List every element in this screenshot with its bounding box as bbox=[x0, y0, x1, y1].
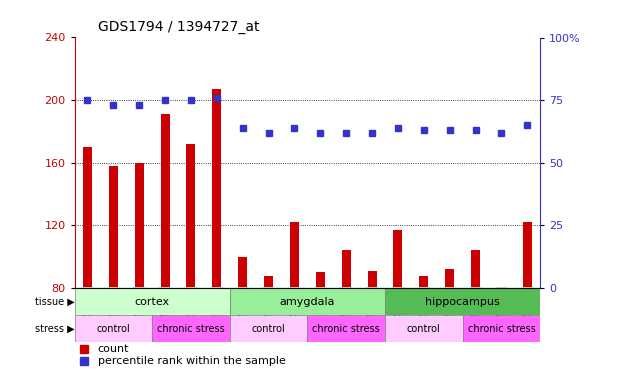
Bar bbox=[394, 230, 402, 288]
Text: GSM53305: GSM53305 bbox=[238, 288, 247, 333]
Bar bbox=[471, 251, 480, 288]
Bar bbox=[186, 144, 196, 288]
Text: control: control bbox=[252, 324, 286, 334]
Text: count: count bbox=[98, 344, 129, 354]
Text: cortex: cortex bbox=[135, 297, 170, 307]
Text: GSM53306: GSM53306 bbox=[264, 288, 273, 334]
Text: GSM53303: GSM53303 bbox=[497, 288, 506, 334]
Bar bbox=[212, 89, 221, 288]
Bar bbox=[264, 276, 273, 288]
Text: GSM53316: GSM53316 bbox=[135, 288, 143, 334]
Bar bbox=[109, 166, 118, 288]
Text: GSM53310: GSM53310 bbox=[445, 288, 454, 333]
Text: chronic stress: chronic stress bbox=[468, 324, 535, 334]
Text: control: control bbox=[407, 324, 441, 334]
Text: GSM53300: GSM53300 bbox=[342, 288, 351, 333]
Bar bbox=[75, 288, 230, 315]
Bar bbox=[230, 315, 307, 342]
Bar bbox=[316, 272, 325, 288]
Text: GSM53313: GSM53313 bbox=[212, 288, 221, 334]
Bar bbox=[161, 114, 170, 288]
Text: GDS1794 / 1394727_at: GDS1794 / 1394727_at bbox=[98, 20, 260, 34]
Bar bbox=[290, 222, 299, 288]
Bar bbox=[368, 271, 376, 288]
Bar bbox=[445, 269, 454, 288]
Bar bbox=[463, 315, 540, 342]
Bar bbox=[152, 315, 230, 342]
Bar bbox=[230, 288, 385, 315]
Text: amygdala: amygdala bbox=[279, 297, 335, 307]
Text: GSM53307: GSM53307 bbox=[290, 288, 299, 334]
Text: GSM53309: GSM53309 bbox=[419, 288, 428, 333]
Text: GSM53312: GSM53312 bbox=[186, 288, 196, 333]
Text: GSM53302: GSM53302 bbox=[471, 288, 480, 333]
Text: percentile rank within the sample: percentile rank within the sample bbox=[98, 356, 286, 366]
Text: hippocampus: hippocampus bbox=[425, 297, 500, 307]
Text: chronic stress: chronic stress bbox=[312, 324, 380, 334]
Bar bbox=[75, 315, 152, 342]
Text: GSM53314: GSM53314 bbox=[83, 288, 92, 333]
Bar bbox=[419, 276, 428, 288]
Bar bbox=[523, 222, 532, 288]
Bar bbox=[342, 251, 351, 288]
Text: control: control bbox=[96, 324, 130, 334]
Text: GSM53311: GSM53311 bbox=[161, 288, 170, 333]
Text: GSM53301: GSM53301 bbox=[368, 288, 376, 333]
Text: chronic stress: chronic stress bbox=[157, 324, 225, 334]
Text: tissue ▶: tissue ▶ bbox=[35, 297, 75, 307]
Text: GSM53308: GSM53308 bbox=[394, 288, 402, 334]
Bar bbox=[83, 147, 92, 288]
Text: GSM53315: GSM53315 bbox=[109, 288, 118, 333]
Text: stress ▶: stress ▶ bbox=[35, 324, 75, 334]
Bar bbox=[135, 163, 143, 288]
Bar bbox=[238, 257, 247, 288]
Bar bbox=[385, 288, 540, 315]
Text: GSM53304: GSM53304 bbox=[523, 288, 532, 333]
Bar bbox=[307, 315, 385, 342]
Text: GSM53299: GSM53299 bbox=[316, 288, 325, 333]
Bar bbox=[385, 315, 463, 342]
